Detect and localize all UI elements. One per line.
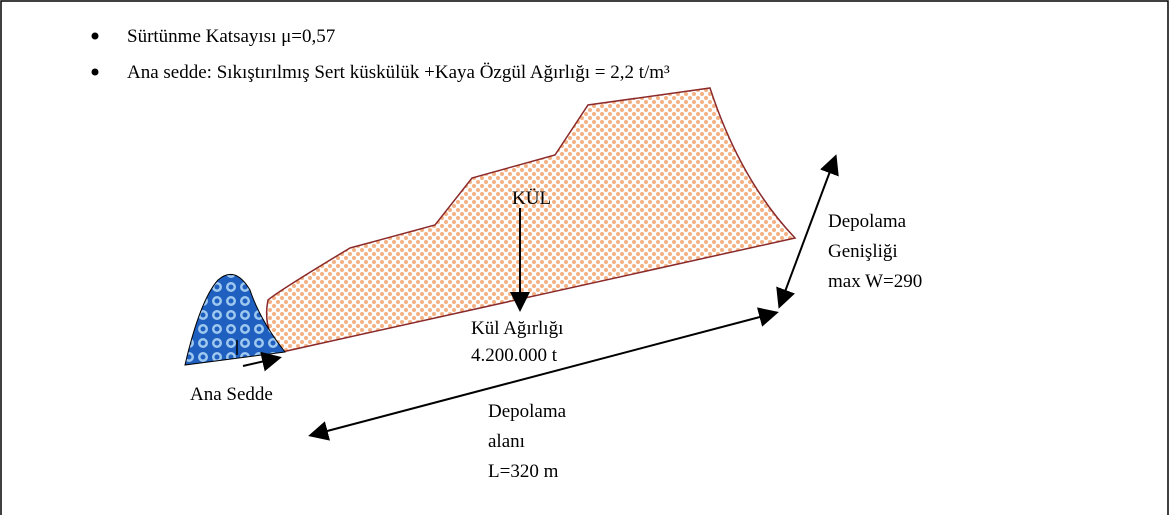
label: max W=290 <box>828 271 922 292</box>
width-arrow <box>776 154 839 309</box>
main-embankment <box>184 273 286 366</box>
label: Depolama <box>488 401 567 422</box>
label: Genişliği <box>828 241 898 262</box>
bullet <box>91 32 99 40</box>
pointer-arrow <box>242 351 282 372</box>
label: L=320 m <box>488 461 559 482</box>
label: Depolama <box>828 211 907 232</box>
bullet <box>91 68 99 76</box>
length-arrow <box>308 307 779 441</box>
label: Ana Sedde <box>190 384 273 405</box>
bullet-text: Sürtünme Katsayısı μ=0,57 <box>127 26 335 47</box>
label: 4.200.000 t <box>471 345 558 366</box>
label: Kül Ağırlığı <box>471 318 563 339</box>
ash-deposit <box>265 87 797 353</box>
bullet-text: Ana sedde: Sıkıştırılmış Sert küskülük +… <box>127 62 670 83</box>
label: KÜL <box>512 188 551 209</box>
label: alanı <box>488 431 525 452</box>
